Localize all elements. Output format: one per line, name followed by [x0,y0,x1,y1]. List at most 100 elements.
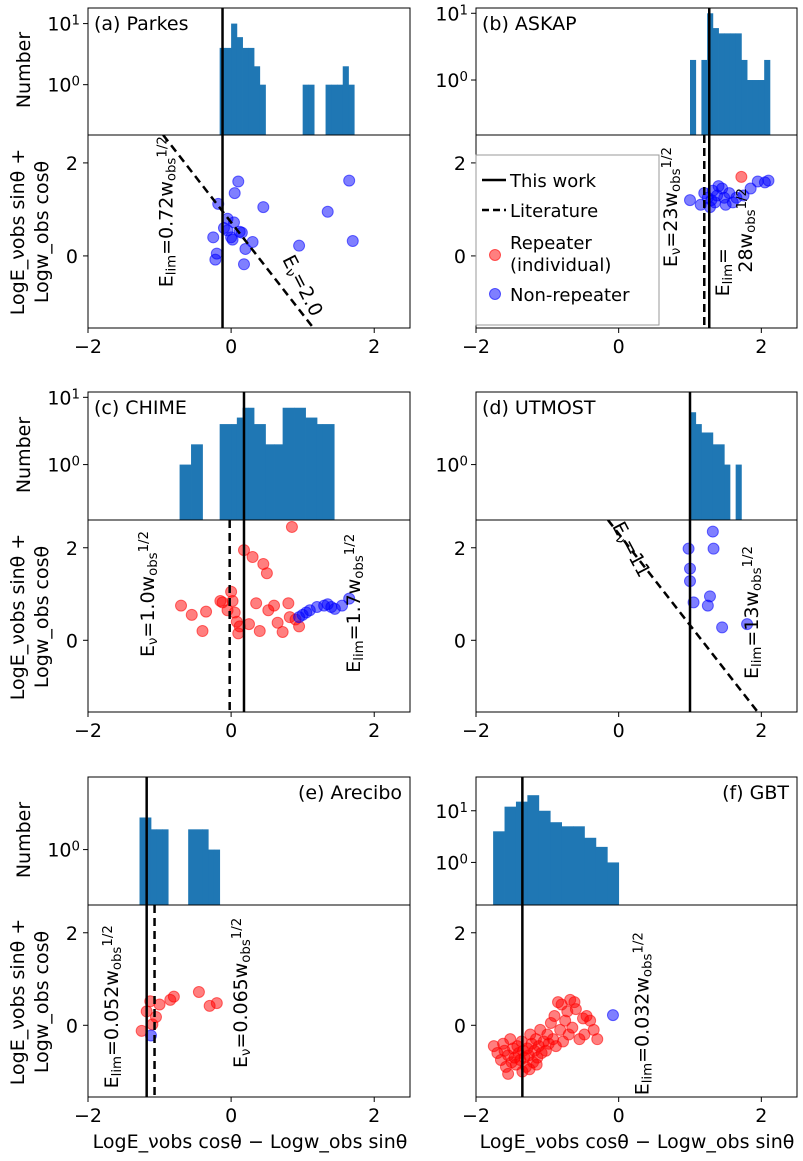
panel-title: (c) CHIME [94,397,187,419]
non-repeater-point [684,194,696,207]
scatter-ytick-label: 2 [454,923,466,945]
hist-bar [236,37,243,135]
scatter-xtick-label: −2 [74,1105,102,1127]
hist-bar [282,407,295,520]
hist-bar [527,795,540,905]
hist-bar [259,84,266,135]
non-repeater-point [293,239,306,252]
hist-bar [712,28,719,135]
hist-bar [735,464,742,520]
repeater-point [566,1021,579,1034]
scatter-ylabel-row1-line2: Logw_obs cosθ [31,161,53,303]
annotation: Elim= [712,248,736,296]
repeater-point [271,616,284,629]
hist-bar [752,80,759,135]
legend: This work Literature Repeater (individua… [475,154,660,326]
non-repeater-point [716,621,729,634]
scatter-xtick-label: 2 [755,336,767,358]
dashed-diagonal-line [162,135,315,328]
legend-this-work: This work [509,171,597,192]
hist-bar [208,849,215,905]
repeater-point [175,599,188,612]
hist-bar [561,826,574,905]
annotation: Eν=0.065wobs1/2 [230,918,254,1068]
hist-bar [735,33,742,135]
hist-bar [764,59,771,135]
scatter-ytick-label: 0 [66,630,78,652]
xlabel-right: LogE_νobs cosθ − Logw_obs sinθ [480,1131,795,1153]
hist-bar [202,829,209,905]
repeater-point [502,1067,515,1080]
non-repeater-point [226,233,239,246]
hist-bar [342,66,349,135]
non-repeater-point [741,618,754,631]
hist-bar [179,464,192,520]
scatter-xtick-label: −2 [74,720,102,742]
scatter-xtick-label: 0 [225,720,237,742]
scatter-xtick-label: −2 [462,336,490,358]
hist-bar [493,831,505,905]
hist-bar [607,862,620,905]
non-repeater-point [707,542,720,555]
scatter-xtick-label: 0 [613,1105,625,1127]
legend-non-repeater: Non-repeater [510,285,630,306]
scatter-ytick-label: 2 [66,153,78,175]
scatter-ylabel-row1-line1: LogE_νobs sinθ + [7,149,29,315]
hist-bar [701,59,708,135]
repeater-point [185,608,198,621]
hist-bar [302,84,309,135]
panel-d: 100 0 2 −2 0 2 (d) UTMOST Eν=11 Elim=13wobs1/2 [435,391,798,742]
hist-bar [695,424,702,520]
hist-bar [758,80,765,135]
hist-bar [225,47,232,135]
hist-bar [325,84,332,135]
panel-c: 100 101 0 2 −2 0 2 (c) CHIME Eν=1.0wobs1/2 Elim=1… [47,387,411,742]
repeater-point [282,597,295,610]
hist-bar [242,407,249,520]
scatter-ytick-label: 0 [66,246,78,268]
hist-bar [236,417,243,520]
hist-ylabel-row3: Number [13,802,35,879]
panel-f: 100 101 0 2 −2 0 2 (f) GBT Elim=0.032wobs1/2 [435,776,798,1127]
annotation: Elim=0.032wobs1/2 [632,932,656,1095]
scatter-f [487,993,619,1080]
scatter-frame [87,904,411,1098]
scatter-ylabel-row3-line2: Logw_obs cosθ [31,931,53,1073]
repeater-point [735,170,748,183]
non-repeater-point [343,592,356,605]
legend-repeater-line1: Repeater [510,233,592,254]
hist-ylabel-row2: Number [13,417,35,494]
panel-title: (f) GBT [722,782,789,804]
scatter-xtick-label: 0 [613,720,625,742]
hist-ytick-label: 101 [435,3,468,25]
repeater-point [285,520,298,533]
xlabel-left: LogE_νobs cosθ − Logw_obs sinθ [93,1131,408,1153]
histogram-e [139,817,221,905]
repeater-point [268,599,281,612]
non-repeater-point [606,1009,619,1022]
legend-frame [475,154,660,326]
non-repeater-point [346,235,359,248]
non-repeater-point [321,205,334,218]
hist-bar [747,80,754,135]
hist-bar [538,810,551,905]
scatter-e [135,985,223,1042]
scatter-ylabel-row2-line2: Logw_obs cosθ [31,546,53,688]
hist-bar [191,444,203,520]
non-repeater-point [762,174,775,187]
repeater-point [260,567,273,580]
legend-literature: Literature [510,201,598,222]
hist-bar [573,826,585,905]
hist-bar [322,424,335,520]
repeater-point [253,625,266,638]
hist-bar [690,59,697,135]
hist-ylabel-row1: Number [13,32,35,109]
repeater-point [210,997,223,1010]
hist-bar [265,444,275,520]
histogram-f [493,795,620,905]
scatter-xtick-label: 0 [225,1105,237,1127]
hist-bar [231,424,238,520]
scatter-frame [475,519,798,713]
repeater-point [591,1033,604,1046]
